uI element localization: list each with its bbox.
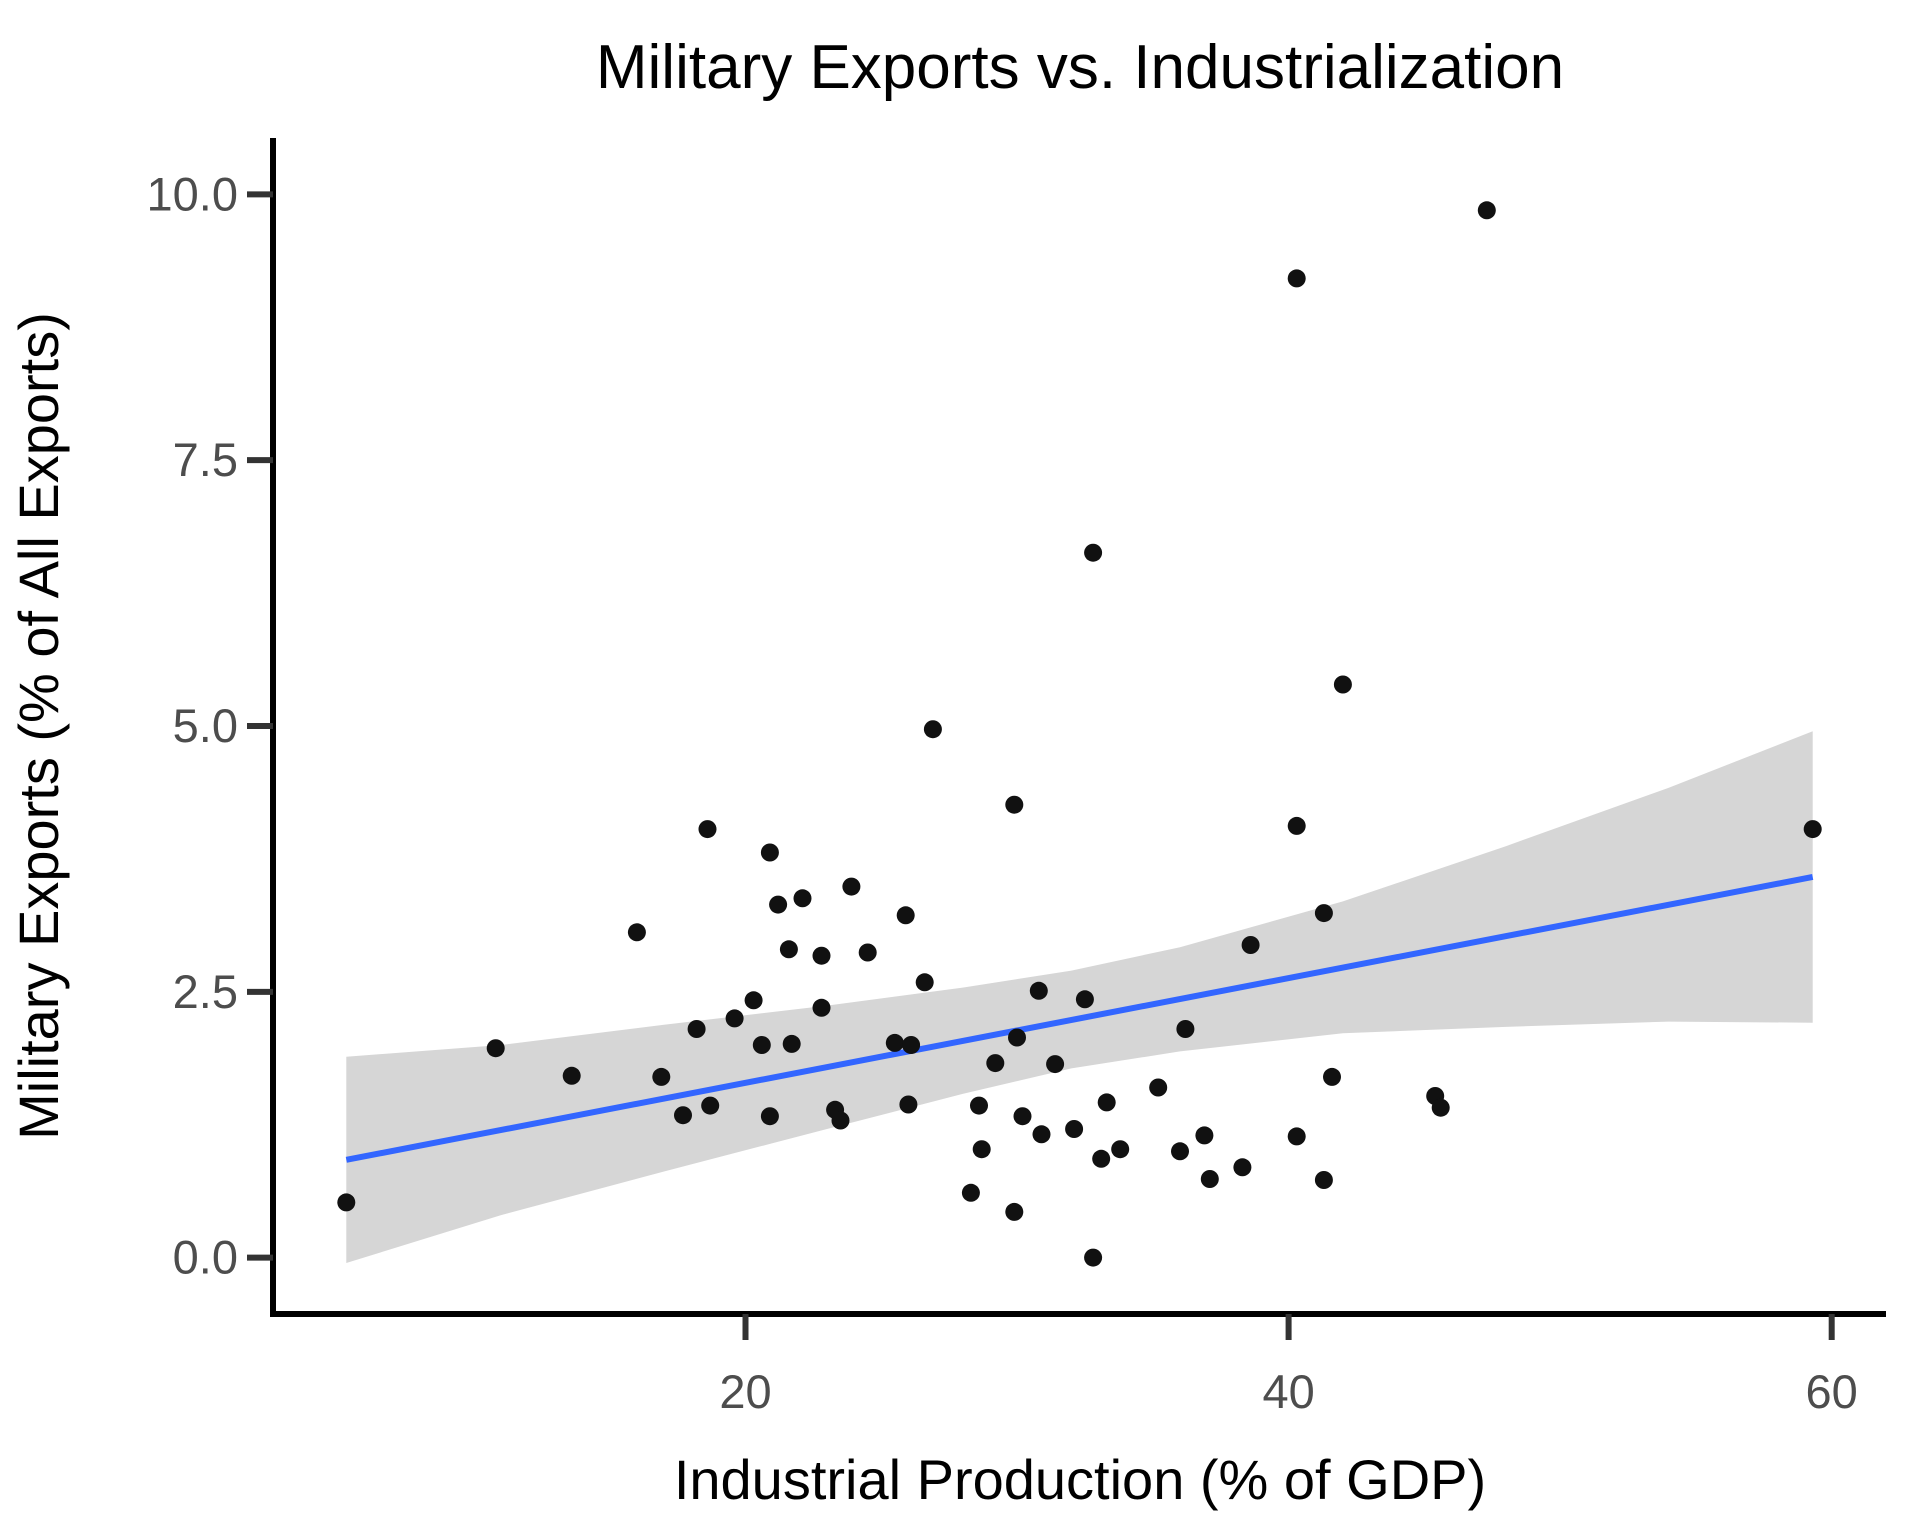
data-point	[1195, 1126, 1214, 1145]
data-point	[1803, 820, 1822, 839]
data-point	[1314, 1171, 1333, 1189]
x-tick-label: 20	[719, 1365, 771, 1418]
data-point	[562, 1066, 581, 1085]
regression-line	[345, 874, 1814, 1163]
y-tick-label: 10.0	[147, 167, 238, 220]
data-point	[779, 940, 798, 959]
data-point	[1431, 1098, 1450, 1117]
data-point	[1005, 1202, 1024, 1221]
data-point	[701, 1096, 720, 1115]
y-tick-label: 7.5	[173, 433, 238, 486]
y-axis-title: Military Exports (% of All Exports)	[7, 312, 70, 1140]
data-point	[752, 1036, 771, 1054]
data-point	[698, 820, 717, 839]
data-point	[842, 877, 861, 896]
data-point	[1200, 1170, 1219, 1188]
data-point	[986, 1054, 1005, 1073]
y-tick-label: 0.0	[173, 1231, 238, 1284]
chart-title: Military Exports vs. Industrialization	[596, 33, 1564, 102]
data-point	[725, 1009, 744, 1028]
y-tick-label: 2.5	[173, 965, 238, 1018]
axes-layer	[270, 138, 1886, 1317]
data-point	[744, 991, 763, 1010]
data-point	[782, 1034, 801, 1053]
data-point	[1032, 1125, 1051, 1144]
data-point	[961, 1183, 980, 1202]
data-point	[1287, 269, 1306, 288]
data-point	[902, 1036, 921, 1054]
data-point	[687, 1020, 706, 1038]
tick-marks-layer	[247, 191, 1835, 1340]
data-point	[769, 895, 788, 914]
axis-lines	[270, 138, 1886, 1317]
data-point	[1075, 990, 1094, 1009]
data-point	[885, 1033, 904, 1052]
data-point	[1029, 981, 1048, 1000]
data-point	[760, 1107, 779, 1126]
data-point	[793, 889, 812, 908]
data-point	[858, 943, 877, 962]
y-tick-label: 5.0	[173, 699, 238, 752]
data-point	[899, 1095, 918, 1114]
data-point	[1287, 1127, 1306, 1146]
data-point	[1233, 1158, 1252, 1177]
data-point	[486, 1039, 505, 1058]
data-point	[970, 1096, 988, 1115]
data-point	[1097, 1093, 1116, 1112]
data-point	[652, 1067, 671, 1086]
data-point	[1013, 1107, 1032, 1126]
x-tick-label: 40	[1262, 1365, 1314, 1418]
data-point	[831, 1111, 850, 1130]
data-point	[923, 720, 942, 739]
data-point	[1005, 795, 1024, 814]
data-points-layer	[337, 201, 1822, 1267]
trend-line-layer	[345, 874, 1814, 1163]
data-point	[915, 973, 934, 992]
data-point	[1149, 1078, 1168, 1097]
data-point	[812, 946, 831, 965]
data-point	[896, 906, 915, 925]
data-point	[1287, 816, 1306, 835]
data-point	[1084, 1248, 1103, 1267]
x-tick-label: 60	[1806, 1365, 1858, 1418]
data-point	[1065, 1120, 1084, 1138]
data-point	[1333, 675, 1352, 694]
data-point	[1477, 201, 1496, 220]
data-point	[1084, 543, 1103, 562]
data-point	[1111, 1140, 1130, 1159]
data-point	[1241, 936, 1260, 954]
x-axis-title: Industrial Production (% of GDP)	[674, 1448, 1486, 1511]
data-point	[1176, 1020, 1195, 1038]
data-point	[812, 998, 831, 1017]
data-point	[760, 843, 779, 862]
data-point	[1323, 1067, 1341, 1086]
data-point	[1171, 1142, 1189, 1161]
tick-labels-layer: 20 40 60 0.0 2.5 5.0 7.5 10.0	[147, 167, 1858, 1418]
data-point	[674, 1106, 692, 1125]
data-point	[1314, 904, 1333, 923]
data-point	[337, 1193, 356, 1212]
data-point	[627, 923, 646, 942]
data-point	[1092, 1149, 1111, 1168]
data-point	[972, 1140, 991, 1159]
data-point	[1008, 1028, 1026, 1047]
data-point	[1046, 1055, 1065, 1074]
